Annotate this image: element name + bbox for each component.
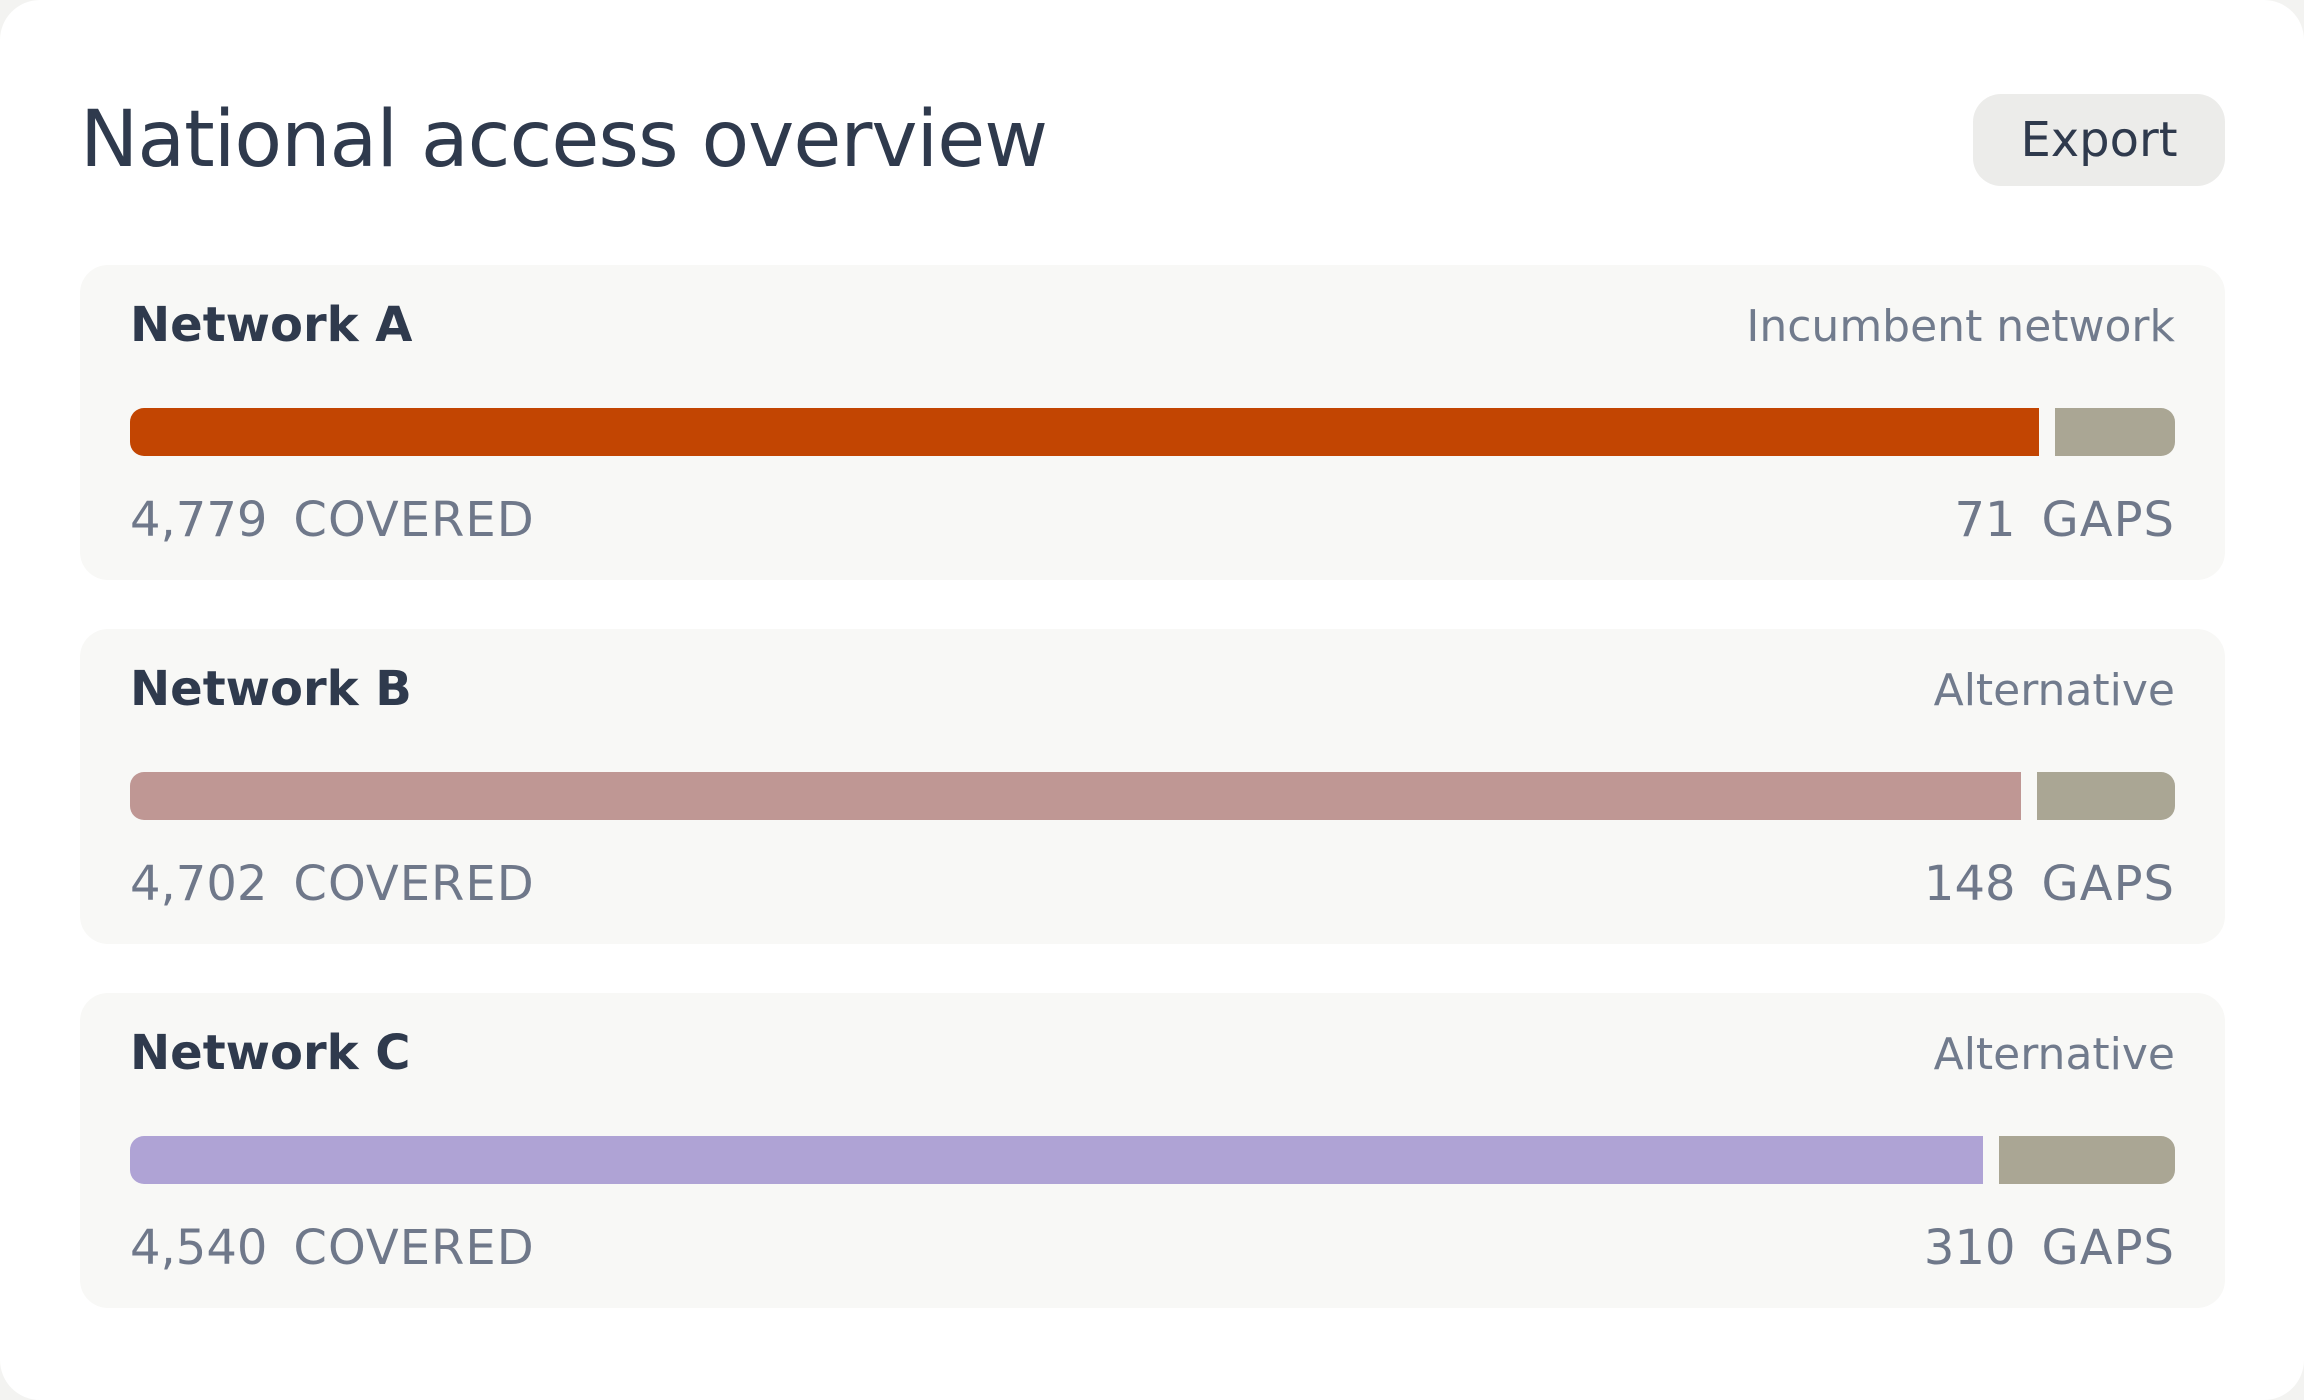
gaps-stat: 310 GAPS [1924,1218,2175,1278]
gaps-count: 148 [1923,856,2016,912]
export-button[interactable]: Export [1973,94,2225,186]
network-tag: Alternative [1933,1029,2175,1080]
gaps-segment [1999,1136,2175,1184]
coverage-bar [130,1136,2175,1184]
covered-stat: 4,779 COVERED [130,490,535,550]
covered-count: 4,702 [130,856,268,912]
header: National access overview Export [80,90,2225,190]
network-card-c: Network C Alternative 4,540 COVERED 310 GA… [80,993,2225,1308]
coverage-bar [130,408,2175,456]
covered-label: COVERED [293,1220,535,1276]
gaps-segment [2037,772,2175,820]
gaps-stat: 71 GAPS [1954,490,2175,550]
gaps-label: GAPS [2041,1220,2175,1276]
network-card-a: Network A Incumbent network 4,779 COVERED… [80,265,2225,580]
covered-label: COVERED [293,492,535,548]
network-tag: Incumbent network [1746,301,2175,352]
network-tag: Alternative [1933,665,2175,716]
covered-count: 4,540 [130,1220,268,1276]
network-name: Network B [130,661,412,717]
network-name: Network A [130,297,413,353]
network-card-b: Network B Alternative 4,702 COVERED 148 GA… [80,629,2225,944]
gaps-label: GAPS [2041,492,2175,548]
gaps-label: GAPS [2041,856,2175,912]
covered-segment [130,772,2021,820]
covered-count: 4,779 [130,492,268,548]
covered-stat: 4,540 COVERED [130,1218,535,1278]
covered-segment [130,408,2039,456]
gaps-count: 310 [1923,1220,2016,1276]
covered-label: COVERED [293,856,535,912]
coverage-bar [130,772,2175,820]
page-title: National access overview [80,95,1048,185]
covered-segment [130,1136,1983,1184]
gaps-stat: 148 GAPS [1924,854,2175,914]
gaps-count: 71 [1954,492,2016,548]
network-name: Network C [130,1025,411,1081]
covered-stat: 4,702 COVERED [130,854,535,914]
gaps-segment [2055,408,2175,456]
